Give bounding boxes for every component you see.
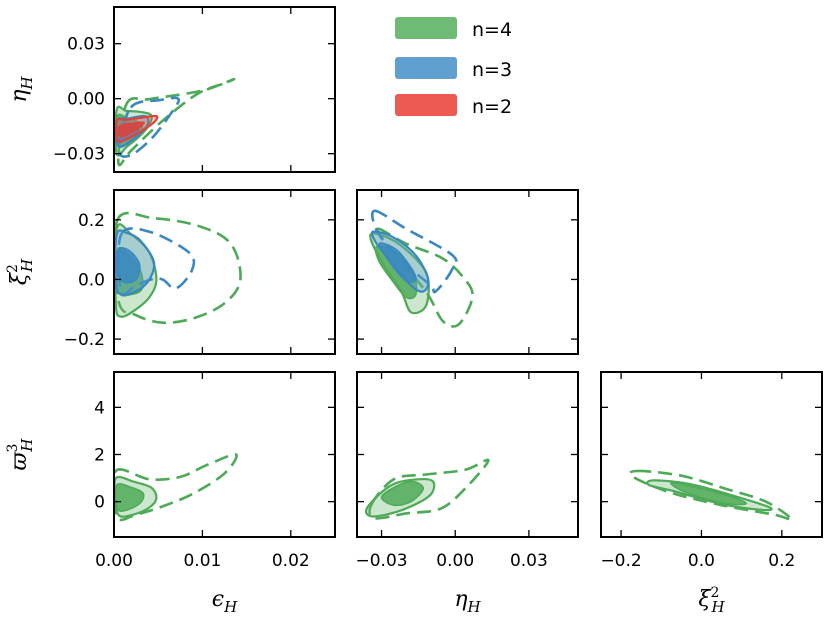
contour-n3-outer-eta-vs-eps bbox=[117, 96, 181, 158]
contours-eta-vs-eps bbox=[114, 77, 236, 167]
ylabel-eta_H: ηH bbox=[7, 75, 36, 102]
xtick-label-varpi3-vs-eps-1: 0.01 bbox=[183, 551, 221, 571]
contour-n4-fill95-varpi3-vs-xi2 bbox=[670, 482, 747, 506]
ylabel-varpi3_H: ϖ3H bbox=[5, 438, 36, 471]
contours-varpi3-vs-eps bbox=[114, 453, 238, 522]
contours-varpi3-vs-eta bbox=[364, 458, 490, 520]
xlabel-epsilon_H: ϵH bbox=[212, 587, 238, 616]
contour-n3-outer-xi2-vs-eta bbox=[371, 209, 458, 294]
contour-n3-outer-xi2-vs-eps bbox=[117, 227, 196, 296]
ytick-label-varpi3-vs-eps-1: 2 bbox=[94, 446, 105, 466]
legend-label-n3: n=3 bbox=[472, 59, 512, 81]
panel-eta-vs-eps: −0.03 0.00 0.03 bbox=[53, 6, 336, 173]
frame-xi2-vs-eta bbox=[356, 189, 579, 355]
contour-n4-fill95-varpi3-vs-eta bbox=[380, 480, 425, 507]
frame-eta-vs-eps bbox=[113, 6, 336, 173]
xtick-label-varpi3-vs-xi2-0: −0.2 bbox=[600, 551, 641, 571]
frame-xi2-vs-eps bbox=[113, 189, 336, 355]
panel-xi2-vs-eps: −0.2 0.0 0.2 bbox=[64, 189, 336, 355]
legend-swatch-n4 bbox=[395, 17, 457, 39]
contour-n4-outer-xi2-vs-eps bbox=[114, 211, 242, 325]
contour-n4-outer-varpi3-vs-eta bbox=[368, 458, 490, 520]
ytick-label-varpi3-vs-eps-2: 4 bbox=[94, 398, 105, 418]
contour-n3-fill95-xi2-vs-eta bbox=[378, 242, 417, 283]
ytick-label-xi2-vs-eps-0: −0.2 bbox=[64, 330, 105, 350]
ytick-label-eta-vs-eps-0: −0.03 bbox=[53, 145, 105, 165]
contour-n2-fill95-eta-vs-eps bbox=[117, 121, 145, 138]
xtick-label-varpi3-vs-eps-0: 0.00 bbox=[95, 551, 133, 571]
contour-n4-outer-varpi3-vs-eps bbox=[114, 453, 238, 522]
ytick-label-xi2-vs-eps-1: 0.0 bbox=[78, 270, 105, 290]
ytick-label-xi2-vs-eps-2: 0.2 bbox=[78, 211, 105, 231]
contour-n4-outer-eta-vs-eps bbox=[116, 77, 236, 167]
panel-varpi3-vs-eta: −0.03 0.00 0.03 bbox=[356, 371, 579, 571]
ylabel-xi2_H: ξ2H bbox=[5, 258, 36, 285]
xtick-label-varpi3-vs-xi2-1: 0.0 bbox=[688, 551, 715, 571]
xtick-label-varpi3-vs-eta-1: 0.00 bbox=[436, 551, 474, 571]
legend-swatch-n3 bbox=[395, 57, 457, 79]
panel-xi2-vs-eta bbox=[356, 189, 579, 355]
contours-xi2-vs-eta bbox=[369, 209, 474, 328]
contour-n4-fill95-varpi3-vs-eps bbox=[114, 483, 145, 512]
xtick-label-varpi3-vs-eta-0: −0.03 bbox=[356, 551, 408, 571]
frame-varpi3-vs-xi2 bbox=[600, 371, 823, 538]
contour-n4-outer-varpi3-vs-xi2 bbox=[628, 469, 794, 522]
contours-varpi3-vs-xi2 bbox=[628, 469, 794, 522]
ytick-label-eta-vs-eps-1: 0.00 bbox=[67, 90, 105, 110]
legend-label-n2: n=2 bbox=[472, 96, 512, 118]
xlabel-xi2_H: ξ2 H bbox=[698, 585, 725, 616]
legend: n=4 n=3 n=2 bbox=[395, 17, 512, 118]
ytick-label-varpi3-vs-eps-0: 0 bbox=[94, 493, 105, 513]
panels-layer: −0.03 0.00 0.03 −0.2 0.0 0.2 0 2 4 0.00 0.01 0.02 −0… bbox=[5, 6, 823, 616]
panel-varpi3-vs-eps: 0 2 4 0.00 0.01 0.02 bbox=[94, 371, 336, 571]
xlabel-eta_H: ηH bbox=[454, 587, 481, 616]
xtick-label-varpi3-vs-eta-2: 0.03 bbox=[510, 551, 548, 571]
panel-varpi3-vs-xi2: −0.2 0.0 0.2 bbox=[600, 371, 823, 571]
contours-xi2-vs-eps bbox=[114, 211, 242, 325]
contour-n3-fill95-xi2-vs-eps bbox=[116, 247, 141, 284]
legend-swatch-n2 bbox=[395, 94, 457, 116]
xtick-label-varpi3-vs-xi2-2: 0.2 bbox=[768, 551, 795, 571]
ytick-label-eta-vs-eps-2: 0.03 bbox=[67, 35, 105, 55]
xtick-label-varpi3-vs-eps-2: 0.02 bbox=[272, 551, 310, 571]
legend-label-n4: n=4 bbox=[472, 19, 512, 41]
